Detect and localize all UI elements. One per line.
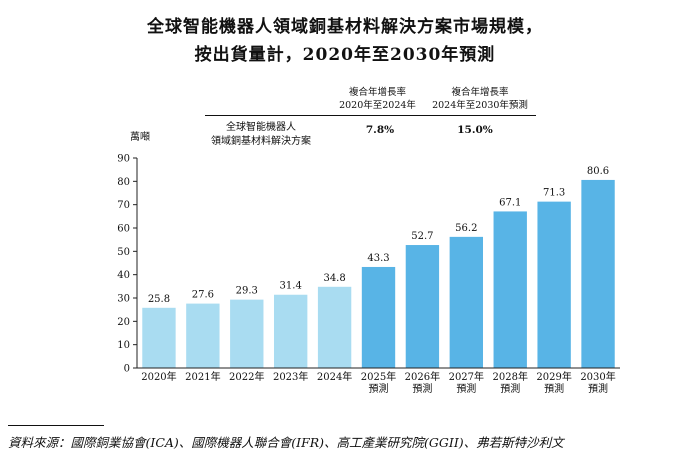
cagr-value-2024-2030: 15.0% — [457, 124, 493, 136]
cagr-header-2020-2024: 複合年增長率 2020年至2024年 — [335, 86, 420, 112]
bar — [493, 211, 527, 368]
y-tick-label: 90 — [117, 154, 130, 165]
bar-value-label: 43.3 — [367, 253, 389, 264]
x-category-label: 2023年 — [273, 370, 308, 383]
x-category-label: 2024年 — [317, 370, 352, 383]
cagr-header-2-line-2: 2024年至2030年預測 — [432, 100, 528, 111]
bar-value-label: 25.8 — [148, 294, 170, 305]
x-category-label: 預測 — [369, 382, 389, 395]
legend-series-label: 全球智能機器人 領域銅基材料解決方案 — [196, 121, 326, 149]
y-tick-label: 60 — [117, 224, 130, 235]
chart-title-line-2: 按出貨量計，2020年至2030年預測 — [194, 45, 496, 65]
bar-value-label: 29.3 — [236, 286, 258, 297]
x-category-label: 預測 — [456, 382, 476, 395]
bar-value-label: 31.4 — [280, 281, 302, 292]
y-tick-label: 50 — [117, 247, 130, 258]
bar — [186, 303, 220, 368]
cagr-header-2-line-1: 複合年增長率 — [451, 87, 509, 98]
bar — [449, 236, 484, 368]
bar — [361, 266, 396, 368]
y-tick-label: 0 — [124, 364, 130, 375]
source-note: 資料來源：國際銅業協會(ICA)、國際機器人聯合會(IFR)、高工產業研究院(G… — [8, 435, 564, 450]
y-tick-label: 40 — [117, 270, 130, 281]
bar — [581, 179, 615, 368]
y-tick-label: 10 — [117, 340, 130, 351]
bar — [537, 201, 571, 368]
bar — [273, 294, 308, 368]
bar — [230, 299, 264, 368]
bar — [142, 307, 176, 368]
bar — [405, 245, 440, 368]
source-rule — [8, 425, 104, 426]
bar — [317, 286, 352, 368]
x-category-label: 2030年 — [580, 370, 615, 383]
cagr-header-2024-2030: 複合年增長率 2024年至2030年預測 — [425, 86, 535, 112]
legend-line-2: 領域銅基材料解決方案 — [211, 136, 311, 147]
x-category-label: 2022年 — [229, 370, 264, 383]
bar-value-label: 52.7 — [411, 231, 433, 242]
y-tick-label: 80 — [117, 177, 130, 188]
legend-line-1: 全球智能機器人 — [226, 122, 296, 133]
bar-value-label: 67.1 — [499, 197, 521, 208]
y-tick-label: 70 — [117, 200, 130, 211]
x-category-label: 預測 — [544, 382, 564, 395]
cagr-header-rule — [205, 115, 536, 116]
chart-title-line-1: 全球智能機器人領域銅基材料解決方案市場規模， — [147, 17, 543, 37]
bar-value-label: 34.8 — [323, 273, 345, 284]
x-category-label: 預測 — [412, 382, 432, 395]
x-category-label: 預測 — [500, 382, 520, 395]
x-category-label: 預測 — [588, 382, 608, 395]
x-category-label: 2029年 — [536, 370, 571, 383]
bar-value-label: 71.3 — [543, 188, 565, 199]
y-tick-label: 20 — [117, 317, 130, 328]
x-category-label: 2021年 — [185, 370, 220, 383]
x-category-label: 2025年 — [361, 370, 396, 383]
x-category-label: 2027年 — [449, 370, 484, 383]
bar-value-label: 80.6 — [587, 166, 609, 177]
x-category-label: 2026年 — [405, 370, 440, 383]
y-axis-unit: 萬噸 — [130, 132, 150, 143]
x-category-label: 2020年 — [141, 370, 176, 383]
bar-value-label: 56.2 — [455, 223, 477, 234]
cagr-header-1-line-2: 2020年至2024年 — [339, 100, 416, 111]
cagr-header-1-line-1: 複合年增長率 — [348, 87, 406, 98]
x-category-label: 2028年 — [493, 370, 528, 383]
y-tick-label: 30 — [117, 294, 130, 305]
bar-chart: 0 10 20 30 40 50 60 70 80 90 25.8 2020年 27.6 2021年 29.… — [117, 154, 620, 395]
bar-value-label: 27.6 — [192, 290, 214, 301]
cagr-value-2020-2024: 7.8% — [365, 124, 395, 136]
